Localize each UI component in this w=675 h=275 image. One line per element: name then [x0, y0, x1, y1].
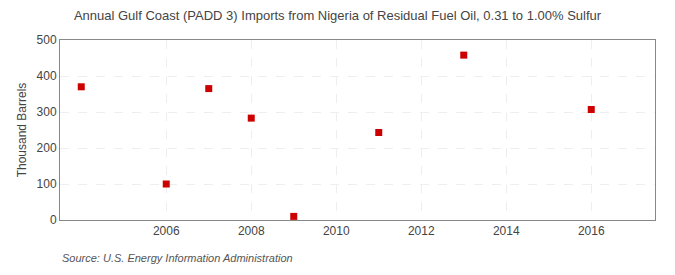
svg-text:Thousand Barrels: Thousand Barrels — [15, 83, 29, 178]
svg-text:Source: U.S. Energy Informatio: Source: U.S. Energy Information Administ… — [62, 252, 293, 264]
svg-text:100: 100 — [37, 177, 57, 191]
svg-text:2012: 2012 — [408, 224, 435, 238]
svg-text:2006: 2006 — [153, 224, 180, 238]
svg-text:2014: 2014 — [493, 224, 520, 238]
svg-text:200: 200 — [37, 141, 57, 155]
svg-text:300: 300 — [37, 105, 57, 119]
svg-text:2010: 2010 — [323, 224, 350, 238]
svg-text:500: 500 — [37, 33, 57, 47]
svg-text:2008: 2008 — [238, 224, 265, 238]
svg-text:2016: 2016 — [578, 224, 605, 238]
svg-text:400: 400 — [37, 69, 57, 83]
svg-text:0: 0 — [50, 213, 57, 227]
svg-text:Annual Gulf Coast (PADD 3) Imp: Annual Gulf Coast (PADD 3) Imports from … — [74, 8, 602, 23]
